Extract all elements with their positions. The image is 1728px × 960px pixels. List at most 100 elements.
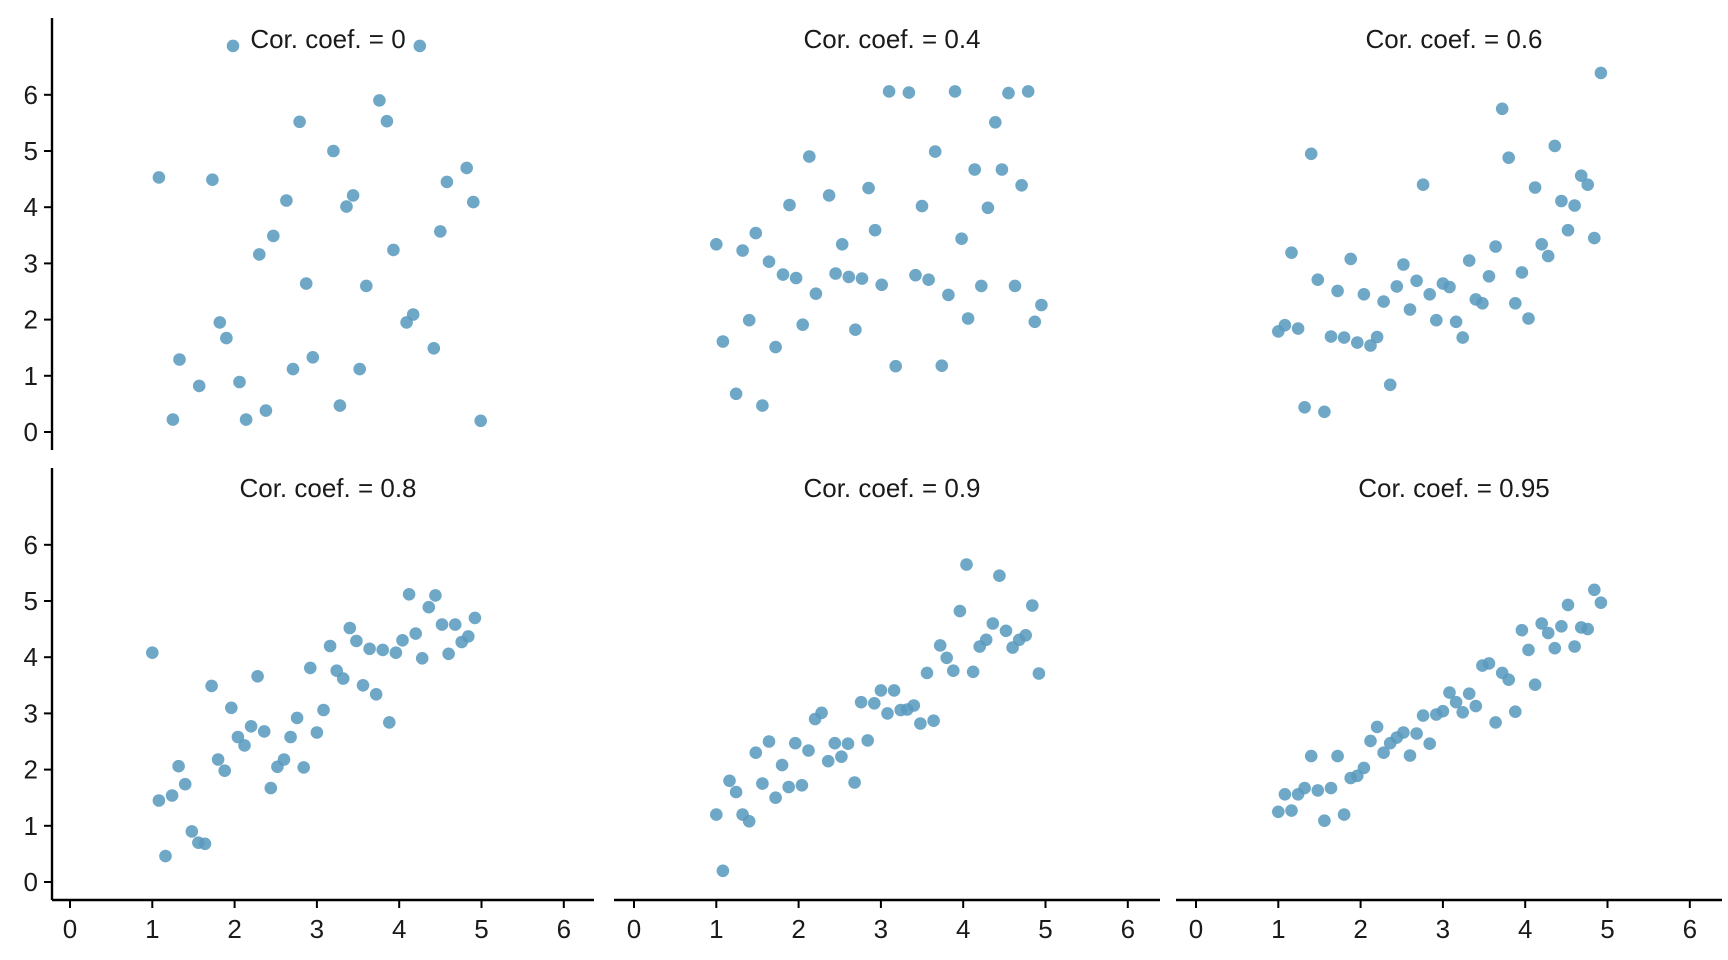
data-point	[225, 701, 238, 715]
data-point	[1285, 246, 1298, 259]
facet-panel: Cor. coef. = 0.6	[1272, 24, 1608, 419]
data-point	[267, 229, 280, 243]
data-point	[402, 588, 416, 601]
data-point	[185, 825, 199, 838]
data-point	[1489, 716, 1502, 729]
y-tick-label: 1	[24, 361, 38, 391]
data-point	[756, 777, 769, 790]
facet-panel: Cor. coef. = 0 0 1 2 3 4 5 6	[24, 18, 488, 450]
data-point	[146, 646, 159, 659]
data-point	[280, 194, 293, 207]
data-point	[1403, 303, 1417, 316]
data-point	[211, 753, 225, 766]
data-point	[159, 849, 172, 863]
data-point	[835, 750, 848, 763]
data-point	[742, 313, 756, 327]
data-point	[1351, 336, 1364, 349]
x-tick-label: 1	[1271, 914, 1285, 944]
x-tick-label: 4	[392, 914, 406, 944]
data-point	[1410, 274, 1423, 288]
data-point	[317, 703, 330, 717]
data-point	[1291, 322, 1305, 335]
x-tick-label: 1	[709, 914, 723, 944]
data-point	[1318, 405, 1331, 419]
data-point	[297, 761, 311, 774]
data-point	[409, 627, 423, 640]
data-point	[736, 244, 749, 257]
data-point	[1383, 378, 1397, 392]
data-point	[723, 774, 736, 788]
data-point	[749, 746, 763, 759]
data-point	[293, 115, 306, 129]
data-point	[434, 225, 447, 238]
data-point	[802, 744, 815, 757]
data-point	[1026, 599, 1039, 612]
data-point	[218, 764, 231, 777]
data-point	[290, 711, 304, 725]
x-tick-label: 2	[791, 914, 805, 944]
data-point	[887, 684, 901, 697]
data-point	[989, 116, 1002, 129]
data-point	[1337, 331, 1351, 344]
y-tick-label: 6	[24, 530, 38, 560]
data-point	[238, 739, 251, 752]
data-point	[1298, 781, 1311, 795]
panel-title: Cor. coef. = 0	[250, 24, 405, 54]
data-point	[874, 684, 888, 697]
data-point	[716, 864, 730, 878]
data-point	[310, 726, 324, 739]
data-point	[462, 630, 475, 643]
x-tick-label: 4	[1518, 914, 1532, 944]
data-point	[1423, 288, 1436, 301]
data-point	[435, 618, 449, 631]
data-point	[940, 651, 953, 665]
facet-panels: Cor. coef. = 0 0 1 2 3 4 5 6 Cor. coef. = 0.4 Cor…	[24, 18, 1722, 944]
data-point	[729, 387, 743, 401]
x-tick-label: 0	[1189, 914, 1203, 944]
data-point	[1581, 178, 1594, 191]
data-point	[999, 624, 1013, 638]
data-point	[829, 267, 842, 280]
data-point	[710, 238, 723, 251]
data-point	[1509, 705, 1522, 718]
data-point	[922, 273, 935, 287]
data-point	[166, 413, 180, 426]
data-point	[299, 277, 313, 290]
data-point	[1555, 620, 1568, 633]
data-point	[1390, 280, 1404, 293]
data-point	[1561, 598, 1575, 612]
data-point	[1588, 583, 1601, 597]
data-point	[353, 362, 367, 376]
data-point	[363, 642, 376, 656]
panel-title: Cor. coef. = 0.8	[239, 473, 416, 503]
data-point	[1581, 622, 1594, 636]
data-point	[742, 815, 756, 828]
panel-title: Cor. coef. = 0.6	[1365, 24, 1542, 54]
data-point	[775, 758, 789, 772]
data-point	[1561, 223, 1575, 237]
data-point	[1594, 66, 1608, 80]
data-point	[1272, 805, 1285, 819]
data-point	[1588, 231, 1601, 245]
data-point	[356, 679, 370, 692]
data-point	[343, 621, 357, 635]
data-point	[1008, 279, 1022, 293]
data-point	[1456, 331, 1469, 344]
data-point	[1304, 147, 1318, 161]
data-point	[1522, 312, 1535, 325]
data-point	[1528, 181, 1542, 194]
data-point	[323, 639, 337, 653]
data-point	[306, 351, 320, 364]
data-point	[1462, 254, 1476, 267]
data-point	[920, 666, 934, 680]
data-point	[406, 308, 420, 321]
data-point	[383, 716, 396, 729]
data-point	[835, 238, 849, 251]
data-point	[855, 272, 869, 285]
data-point	[881, 707, 894, 720]
data-point	[789, 736, 802, 750]
data-point	[1502, 151, 1515, 164]
data-point	[1370, 720, 1384, 734]
data-point	[1574, 169, 1588, 182]
data-point	[192, 379, 206, 393]
